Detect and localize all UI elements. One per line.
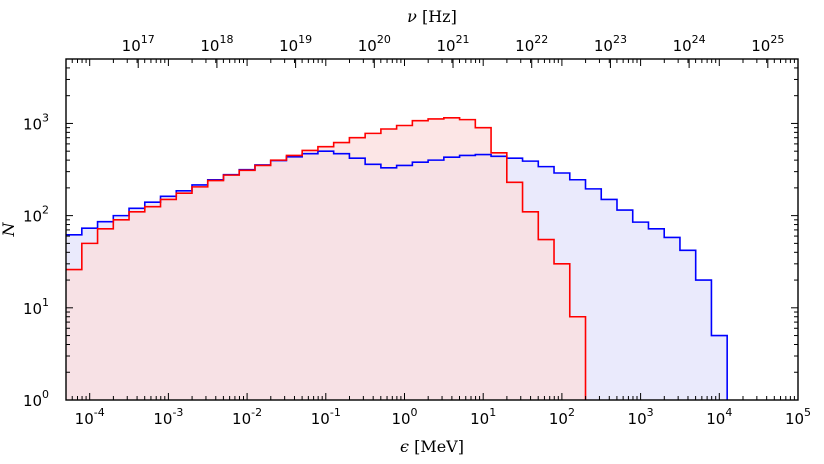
top-axis-ticks: 1017 1018 1019 1020 1021 1022 1023 1024 1025 (122, 33, 784, 68)
x-tick-label: 105 (785, 406, 811, 428)
x-tick-label: 100 (391, 406, 417, 428)
y-axis-label: N (0, 222, 18, 238)
x-tick-label: 10-3 (153, 406, 183, 428)
x-tick-label: 101 (470, 406, 496, 428)
top-tick-label: 1018 (200, 33, 233, 55)
x-tick-label: 104 (706, 406, 732, 428)
y-tick-label: 100 (23, 388, 49, 410)
top-tick-label: 1023 (594, 33, 627, 55)
series-lines (66, 117, 728, 400)
top-tick-label: 1025 (751, 33, 784, 55)
top-tick-label: 1022 (515, 33, 548, 55)
top-axis-label-unit: [Hz] (417, 7, 457, 26)
top-axis-label: ν [Hz] (407, 7, 457, 26)
y-axis-ticks: 100 101 102 103 (23, 58, 798, 410)
x-axis-ticks: 10-4 10-3 10-2 10-1 100 101 102 103 104 105 (65, 59, 811, 428)
x-tick-label: 10-4 (75, 406, 105, 428)
top-tick-label: 1019 (279, 33, 312, 55)
x-tick-label: 102 (549, 406, 575, 428)
x-axis-label-symbol: ϵ (400, 437, 409, 456)
x-tick-label: 103 (628, 406, 654, 428)
x-tick-label: 10-1 (311, 406, 341, 428)
top-tick-label: 1024 (673, 33, 706, 55)
y-tick-label: 101 (23, 296, 49, 318)
top-axis-label-symbol: ν (407, 7, 417, 26)
series-1-line (66, 117, 587, 400)
y-tick-label: 103 (23, 111, 49, 133)
top-tick-label: 1017 (122, 33, 155, 55)
series-0-line (66, 150, 728, 400)
series-fills (66, 117, 728, 401)
x-axis-label-unit: [MeV] (409, 437, 464, 456)
top-tick-label: 1020 (358, 33, 391, 55)
y-tick-label: 102 (23, 204, 49, 226)
x-tick-label: 10-2 (232, 406, 262, 428)
series-1-fill (66, 117, 586, 401)
top-tick-label: 1021 (436, 33, 469, 55)
x-axis-label: ϵ [MeV] (400, 437, 464, 456)
